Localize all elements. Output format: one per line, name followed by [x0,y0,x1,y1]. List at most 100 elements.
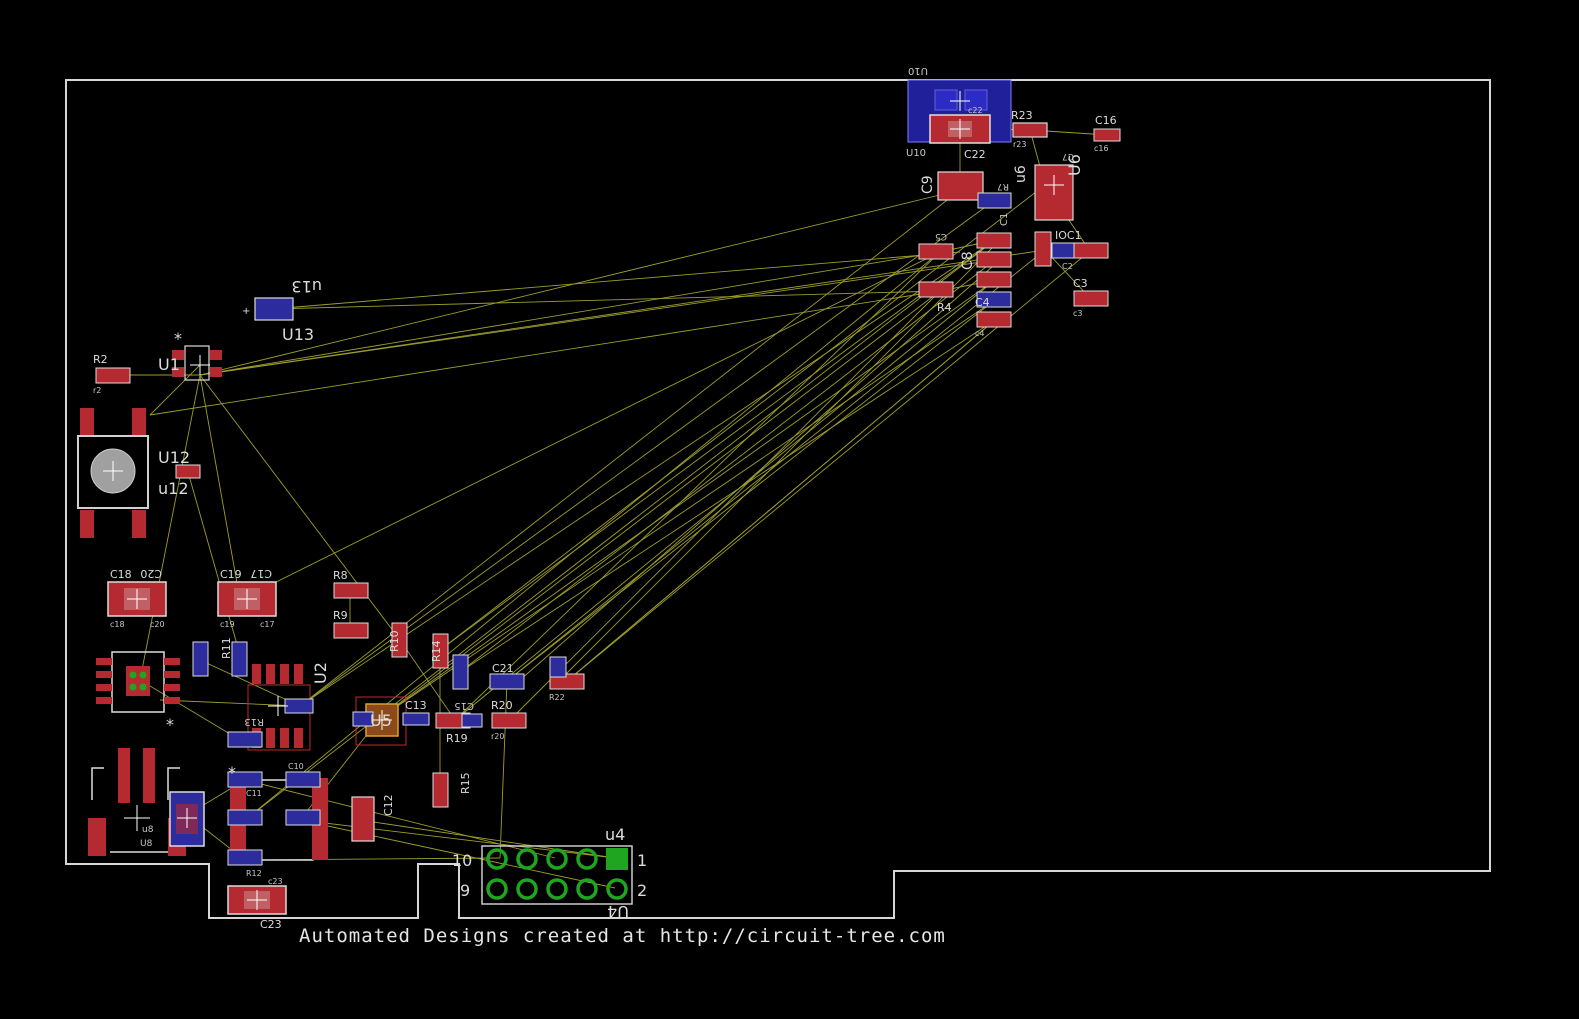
ic4-pad-r1 [164,658,180,665]
label-ioc1: IOC1 [1055,229,1082,242]
r22-body [549,673,585,690]
c5-body [918,243,954,260]
u2-pad-t3 [280,664,289,684]
ioc-body [1051,242,1075,259]
label-r4: R4 [937,301,952,314]
header-pin-4 [576,878,598,900]
header-outline [481,845,633,905]
ic4-pad-l3 [96,684,112,691]
header-pin-6 [546,878,568,900]
r12-body [227,849,263,866]
label-r2: R2 [93,353,108,366]
c8-body [976,251,1012,268]
r-blue-5 [285,809,321,826]
label-r7: R7 [997,181,1009,191]
c4-body [976,311,1012,328]
label-c19-small: c19 [220,620,235,629]
u1-pad-a [172,350,184,360]
ic4-pad-r3 [164,684,180,691]
ic4-thermal [126,666,150,696]
label-c23: C23 [260,918,282,931]
header-pin-10 [486,878,508,900]
c2-body [1034,231,1052,267]
label-u4a: u4 [605,825,625,844]
r22b-body [549,656,567,678]
label-c18: C18 [110,568,132,581]
label-c17: C17 [250,567,272,580]
ic4-pad-l2 [96,671,112,678]
ic4-via-2 [139,671,147,679]
label-u8b: U8 [140,839,153,849]
r2-body [95,367,131,384]
label-pin1: 1 [637,851,647,870]
label-c23-small: c23 [268,877,283,886]
c18-body [107,581,167,617]
c16-body [1093,128,1121,142]
label-c11: C11 [246,789,262,798]
label-r20-small: r20 [491,732,504,741]
label-r19: R19 [446,732,468,745]
label-c3-small: c3 [1073,309,1083,318]
button-pad-2 [132,408,146,436]
label-u12a: U12 [158,448,190,467]
label-c21: C21 [492,662,514,675]
label-c17-small: c17 [260,620,275,629]
label-c13: C13 [405,699,427,712]
u1-pad-b [172,367,184,377]
label-u12b: u12 [158,479,189,498]
c1-body [976,232,1012,249]
u1-pad-c [210,350,222,360]
u2-pad-b3 [280,728,289,748]
header-pin-3 [576,848,598,870]
marker-star-2: * [166,715,174,734]
label-r11: R11 [220,637,233,659]
u13-body [254,297,294,321]
c1b-body [1073,242,1109,259]
r10-body [391,622,408,658]
label-r9: R9 [333,609,348,622]
c9-body [976,271,1012,288]
label-pin2: 2 [637,881,647,900]
r14-body [432,633,449,669]
r11-body [192,641,209,677]
c21-body [489,673,525,690]
label-c2: C2 [1062,262,1073,271]
r7-body [977,192,1012,209]
r-blue-2 [284,698,314,714]
u10-pad-right [964,89,988,111]
label-c7: C7 [1062,151,1074,161]
label-r23: R23 [1011,109,1033,122]
u8-pad-1 [88,818,106,856]
label-u2: U2 [311,662,330,684]
ic4-body [111,651,165,713]
u9-body [937,171,984,201]
label-u10-bot: U10 [906,148,926,159]
label-c22-small: c22 [968,106,983,115]
button-body [77,435,149,509]
label-u8: u8 [142,825,154,835]
label-c8: C8 [960,251,976,270]
header-pin-9 [486,848,508,870]
label-r2-small: r2 [93,386,101,395]
label-u4b: U4 [607,902,629,921]
u2-pad-t1 [252,664,261,684]
ic4-via-3 [129,683,137,691]
header-pin-1 [606,848,628,870]
cap-blue-big [169,791,205,847]
label-c12: C12 [382,794,395,816]
footer-credit: Automated Designs created at http://circ… [299,925,946,947]
label-u13b: U13 [282,325,314,344]
label-r12: R12 [246,869,262,878]
button-pad-1 [80,408,94,436]
u8-silk [91,767,180,800]
label-r20: R20 [491,699,513,712]
r-blue-1 [452,654,469,690]
label-u13a: u13 [292,277,323,296]
c3-body [1073,290,1109,307]
label-r8: R8 [333,569,348,582]
board-outline [65,79,1491,919]
header-u4 [481,845,633,905]
r11b-body [231,641,248,677]
r13-body [227,731,263,748]
